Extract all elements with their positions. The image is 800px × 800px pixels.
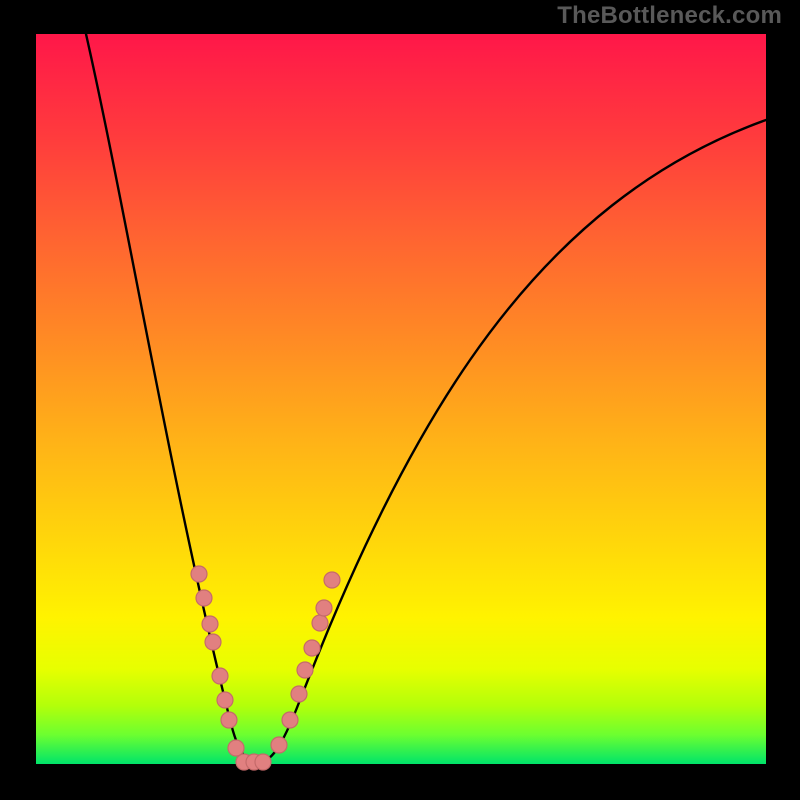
data-marker: [304, 640, 320, 656]
data-marker: [221, 712, 237, 728]
data-marker: [291, 686, 307, 702]
data-marker: [324, 572, 340, 588]
data-marker: [205, 634, 221, 650]
data-marker: [191, 566, 207, 582]
chart-overlay: [0, 0, 800, 800]
data-marker: [217, 692, 233, 708]
data-marker: [282, 712, 298, 728]
data-marker: [196, 590, 212, 606]
attribution-text: TheBottleneck.com: [557, 2, 782, 30]
data-marker: [202, 616, 218, 632]
data-marker: [212, 668, 228, 684]
bottleneck-curve: [86, 34, 766, 762]
data-marker: [312, 615, 328, 631]
data-marker: [255, 754, 271, 770]
data-marker: [297, 662, 313, 678]
data-marker: [271, 737, 287, 753]
data-marker: [228, 740, 244, 756]
chart-stage: TheBottleneck.com: [0, 0, 800, 800]
data-marker: [316, 600, 332, 616]
